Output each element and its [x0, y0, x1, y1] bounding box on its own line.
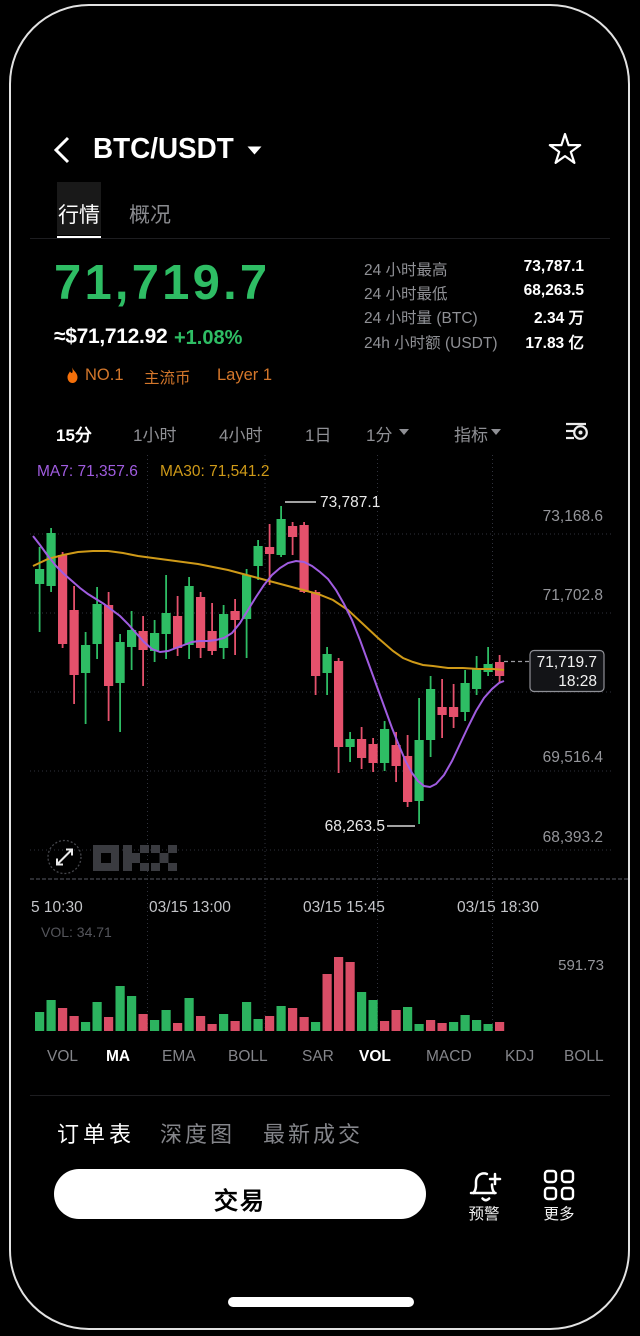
svg-text:591.73: 591.73	[558, 957, 604, 974]
svg-text:68,263.5: 68,263.5	[325, 818, 385, 835]
svg-text:03/15 18:30: 03/15 18:30	[457, 899, 539, 916]
svg-text:MA30: 71,541.2: MA30: 71,541.2	[160, 463, 269, 480]
svg-text:MA7: 71,357.6: MA7: 71,357.6	[37, 463, 138, 480]
svg-text:18:28: 18:28	[558, 673, 597, 690]
svg-text:03/15 15:45: 03/15 15:45	[303, 899, 385, 916]
svg-text:73,787.1: 73,787.1	[320, 494, 380, 511]
svg-text:71,719.7: 71,719.7	[537, 654, 597, 671]
svg-text:68,393.2: 68,393.2	[543, 829, 603, 846]
svg-text:73,168.6: 73,168.6	[543, 508, 603, 525]
svg-text:71,702.8: 71,702.8	[543, 587, 603, 604]
svg-text:03/15 13:00: 03/15 13:00	[149, 899, 231, 916]
svg-text:VOL: 34.71: VOL: 34.71	[41, 924, 112, 940]
svg-text:5 10:30: 5 10:30	[31, 899, 83, 916]
svg-text:69,516.4: 69,516.4	[543, 749, 604, 766]
